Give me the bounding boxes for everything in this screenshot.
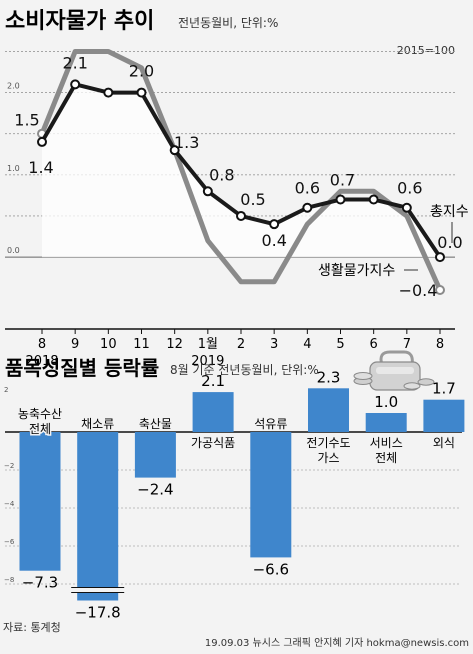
bar-value-label: −6.6	[253, 560, 289, 578]
bar-y-tick-label: −2	[4, 462, 14, 470]
bar-break-gap	[73, 587, 123, 593]
line-y-tick-label: 0.0	[7, 246, 20, 255]
line-x-year-label: 2019	[191, 354, 224, 369]
total-index-point	[236, 210, 246, 221]
wallet-coins-icon	[353, 350, 435, 391]
line-x-year-label: 2018	[25, 354, 58, 369]
bar	[19, 432, 61, 571]
line-x-tick-label: 8	[38, 337, 46, 352]
total-index-point	[401, 202, 412, 213]
bar-category-label: 석유류	[254, 417, 287, 431]
line-x-tick-label: 1월	[198, 337, 218, 352]
bar-category-label: 가스	[317, 451, 339, 465]
line-chart-series: 2.1 2.0 1.3 0.8 0.5 0.4 0.6 0.7 0.6 0.0 1.4 1.5 −0.4	[14, 48, 463, 300]
line-x-tick-label: 12	[166, 337, 183, 352]
total-index-value-label: 0.7	[330, 171, 355, 190]
bar	[250, 432, 292, 558]
total-index-point	[269, 219, 280, 230]
credit-text: 19.09.03 뉴시스 그래픽 안지혜 기자 hokma@newsis.com	[205, 637, 469, 649]
legend-total-index: 총지수	[430, 204, 469, 220]
living-index-value-label: −0.4	[399, 281, 438, 300]
line-chart-base-note: 2015=100	[397, 44, 455, 57]
total-index-value-label: 0.8	[209, 165, 234, 184]
bar	[365, 413, 407, 432]
total-index-point	[202, 186, 213, 197]
line-x-tick-label: 10	[100, 337, 117, 352]
living-index-value-label: 1.5	[14, 111, 39, 130]
line-x-tick-label: 7	[403, 337, 411, 352]
line-x-tick-label: 5	[336, 337, 344, 352]
bar-category-label: 서비스	[370, 436, 403, 450]
bar-value-label: 1.0	[374, 393, 398, 411]
line-chart-title: 소비자물가 추이	[5, 9, 154, 34]
total-index-value-label: 1.4	[28, 158, 53, 177]
total-index-value-label: 0.5	[240, 190, 265, 209]
total-index-point	[335, 194, 346, 205]
bar	[192, 392, 234, 432]
total-index-point	[37, 136, 47, 147]
line-x-tick-label: 4	[303, 337, 311, 352]
bar-category-label: 축산물	[139, 417, 172, 431]
total-index-point	[70, 79, 81, 90]
total-index-point	[302, 202, 313, 213]
bar-category-label: 농축수산	[18, 407, 62, 421]
line-chart-subtitle: 전년동월비, 단위:%	[178, 16, 278, 30]
bar-y-tick-label: 2	[4, 386, 8, 394]
total-index-value-label: 0.4	[261, 231, 286, 250]
total-index-point	[169, 145, 180, 156]
total-index-point	[435, 252, 445, 263]
line-x-tick-label: 6	[370, 337, 378, 352]
bar	[134, 432, 176, 478]
bar-chart-subtitle: 8월 기준 전년동월비, 단위:%	[170, 363, 319, 377]
total-index-point	[103, 87, 114, 98]
total-index-point	[368, 194, 379, 205]
total-index-value-label: 2.1	[62, 53, 87, 72]
line-y-tick-label: 1.0	[7, 164, 20, 173]
bar	[423, 399, 465, 432]
bar-category-label: 전기수도	[306, 436, 350, 450]
living-index-point	[435, 284, 445, 295]
line-x-tick-label: 9	[71, 337, 79, 352]
bar-value-label: −2.4	[137, 481, 173, 499]
line-chart-x-axis: 8 9 10 11 12 1월 2 3 4 5 6 7 8 2018 2019	[5, 328, 455, 369]
line-x-tick-label: 8	[436, 337, 444, 352]
bar-value-label: 1.7	[432, 380, 456, 398]
bar	[77, 432, 119, 601]
line-x-tick-label: 11	[133, 337, 150, 352]
total-index-point	[136, 87, 147, 98]
bar-y-tick-label: −4	[4, 500, 15, 508]
bar-category-label: 외식	[433, 436, 455, 450]
total-index-value-label: 1.3	[174, 133, 199, 152]
bar-value-label: 2.3	[317, 368, 341, 386]
total-index-value-label: 0.0	[437, 233, 462, 252]
line-chart-area	[42, 84, 440, 258]
source-text: 자료: 통계청	[3, 621, 61, 634]
line-x-tick-label: 2	[237, 337, 245, 352]
bar	[308, 388, 349, 432]
bar-y-tick-label: −6	[4, 538, 15, 546]
bar-category-label: 채소류	[81, 417, 114, 431]
bar-chart-title: 품목성질별 등락률	[5, 356, 159, 380]
bar-y-tick-label: −8	[4, 576, 14, 584]
bar-category-label: 가공식품	[191, 436, 235, 450]
total-index-area	[42, 84, 440, 258]
bar-category-label: 전체	[375, 451, 397, 465]
bar-value-label: −17.8	[75, 604, 121, 622]
bar-category-label: 전체	[29, 422, 51, 436]
bar-value-label: −7.3	[22, 574, 58, 592]
total-index-value-label: 0.6	[397, 179, 422, 198]
bar-value-label: 2.1	[201, 372, 225, 390]
line-y-tick-label: 2.0	[7, 82, 20, 91]
legend-living-index: 생활물가지수	[318, 263, 395, 279]
series-line-living-index	[39, 48, 443, 292]
line-x-tick-label: 3	[270, 337, 278, 352]
total-index-value-label: 2.0	[129, 62, 154, 81]
bar-chart-bars: −7.3농축수산전체−17.8채소류−2.4축산물2.1가공식품−6.6석유류2…	[16, 368, 465, 622]
total-index-value-label: 0.6	[295, 179, 320, 198]
